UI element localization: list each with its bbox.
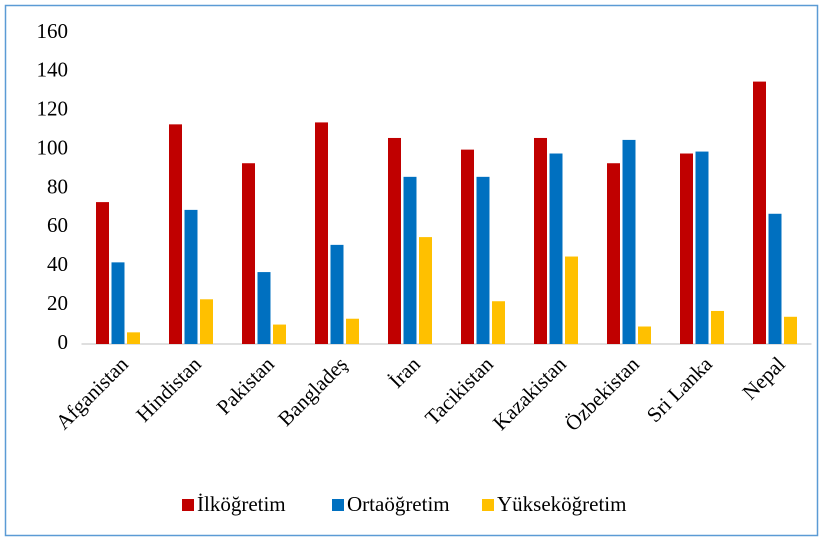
y-tick-label: 0 [58, 330, 69, 354]
bar [753, 81, 766, 344]
bar [403, 176, 417, 344]
y-tick-label: 140 [37, 58, 69, 82]
legend-label: İlköğretim [197, 492, 286, 516]
bar [127, 332, 140, 344]
bar [315, 122, 328, 344]
y-tick-label: 160 [37, 19, 69, 43]
y-tick-label: 20 [47, 291, 68, 315]
y-tick-label: 100 [37, 135, 69, 159]
bar [388, 137, 401, 344]
bar [711, 310, 724, 344]
y-tick-label: 80 [47, 174, 68, 198]
bar [257, 272, 271, 344]
bar [607, 163, 620, 344]
bar [111, 262, 125, 344]
y-tick-label: 60 [47, 213, 68, 237]
bar [476, 176, 490, 344]
bar [346, 318, 359, 344]
bar [184, 209, 198, 344]
y-tick-label: 120 [37, 97, 69, 121]
legend-swatch [182, 499, 194, 511]
bar [549, 153, 563, 344]
bar [96, 202, 109, 344]
bar [242, 163, 255, 344]
y-tick-label: 40 [47, 252, 68, 276]
bar [492, 301, 505, 344]
bar [273, 324, 286, 344]
bar [622, 139, 636, 344]
bar [169, 124, 182, 344]
legend-label: Ortaöğretim [347, 492, 450, 516]
bar [419, 237, 432, 344]
bar [565, 256, 578, 344]
bar [461, 149, 474, 344]
bar [638, 326, 651, 344]
bar [534, 137, 547, 344]
legend-label: Yükseköğretim [497, 492, 626, 516]
bar [768, 213, 782, 344]
legend-swatch [482, 499, 494, 511]
bar [680, 153, 693, 344]
bar [784, 316, 797, 344]
bar [200, 299, 213, 344]
bar [330, 244, 344, 344]
bar [695, 151, 709, 344]
legend-swatch [332, 499, 344, 511]
